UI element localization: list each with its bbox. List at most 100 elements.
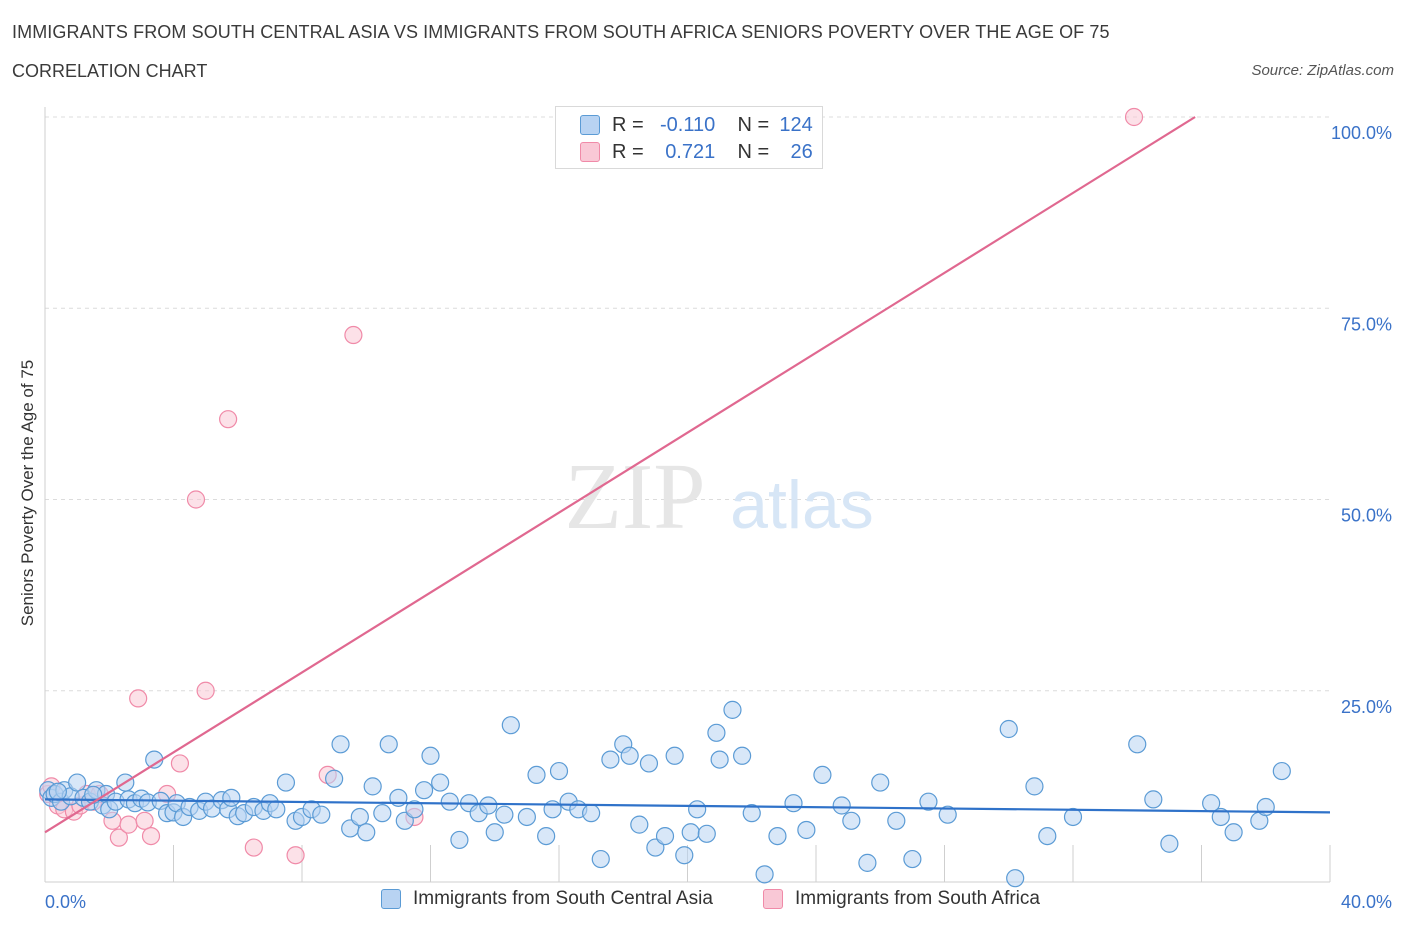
data-point <box>537 826 556 846</box>
data-point <box>286 846 305 865</box>
data-point <box>1224 823 1243 842</box>
trend-lines <box>44 116 1331 834</box>
trend-line-south-central-asia <box>44 798 1331 814</box>
data-point <box>784 794 803 813</box>
data-point <box>688 800 707 819</box>
data-point <box>871 773 890 792</box>
legend-r-value: -0.110 <box>660 113 716 136</box>
data-point <box>549 761 569 781</box>
data-point <box>1256 797 1275 817</box>
data-point <box>639 754 659 773</box>
legend-r-label: R = <box>612 140 644 163</box>
y-tick-label: 25.0% <box>1341 697 1392 717</box>
legend-r-value: 0.721 <box>665 140 716 163</box>
data-point <box>363 777 382 796</box>
data-point <box>431 773 450 792</box>
data-point <box>1144 790 1163 809</box>
watermark: ZIP atlas <box>565 445 874 549</box>
bottom-legend-swatch-pink <box>763 889 783 909</box>
data-point <box>141 826 161 846</box>
data-point <box>903 849 922 869</box>
data-point <box>620 746 639 765</box>
data-point <box>1160 834 1179 853</box>
y-axis-label: Seniors Poverty Over the Age of 75 <box>18 359 37 627</box>
data-point <box>68 773 87 792</box>
data-point <box>858 853 877 872</box>
data-point <box>325 769 344 788</box>
source-credit: Source: ZipAtlas.com <box>1251 62 1394 79</box>
legend-swatch-pink <box>580 142 600 162</box>
data-point <box>405 800 424 819</box>
chart-subtitle: CORRELATION CHART <box>12 61 208 81</box>
data-point <box>742 804 761 823</box>
legend-n-value: 26 <box>790 140 813 163</box>
data-point <box>723 700 742 719</box>
data-point <box>675 846 694 865</box>
x-tick-label: 0.0% <box>45 892 86 912</box>
data-point <box>170 754 190 773</box>
legend-n-value: 124 <box>779 113 813 136</box>
legend-row-south-africa: R = 0.721 N = 26 <box>580 139 813 165</box>
data-point <box>1038 826 1057 846</box>
data-point <box>710 750 729 769</box>
y-tick-label: 75.0% <box>1341 314 1392 334</box>
data-point <box>344 325 363 345</box>
data-point <box>222 788 241 807</box>
correlation-legend: R = -0.110 N = 124 R = 0.721 N = 26 <box>555 106 823 169</box>
data-point <box>135 811 154 830</box>
data-point <box>1063 807 1083 827</box>
data-point <box>379 735 398 754</box>
data-point <box>119 815 138 834</box>
data-point <box>582 804 601 823</box>
y-tick-label: 50.0% <box>1341 506 1392 526</box>
data-point <box>681 823 700 842</box>
data-point <box>591 849 610 869</box>
bottom-legend-south-central-asia: Immigrants from South Central Asia <box>381 888 713 910</box>
data-point <box>196 681 215 700</box>
data-point <box>832 796 851 815</box>
data-point <box>331 735 350 754</box>
data-point <box>1128 735 1147 754</box>
data-point <box>707 723 726 742</box>
data-point <box>655 826 675 846</box>
data-point <box>219 410 238 429</box>
bottom-legend-label-pink: Immigrants from South Africa <box>795 888 1040 909</box>
legend-n-label: N = <box>737 113 770 136</box>
data-point <box>768 826 787 846</box>
data-point <box>495 805 514 824</box>
data-point <box>267 800 286 819</box>
data-point <box>129 689 148 708</box>
data-point <box>276 773 296 792</box>
axes <box>44 107 1331 883</box>
data-point <box>1124 107 1144 127</box>
data-point <box>1006 869 1025 888</box>
legend-row-south-central-asia: R = -0.110 N = 124 <box>580 112 813 138</box>
data-point <box>919 792 938 811</box>
data-point <box>517 807 536 827</box>
data-point <box>440 792 459 811</box>
data-point <box>813 765 832 785</box>
data-point <box>421 746 440 765</box>
legend-r-label: R = <box>612 113 644 136</box>
y-tick-label: 100.0% <box>1331 123 1392 143</box>
legend-n-label: N = <box>737 140 770 163</box>
data-point <box>501 716 520 735</box>
bottom-legend-south-africa: Immigrants from South Africa <box>763 888 1040 910</box>
data-point <box>373 804 392 823</box>
data-point <box>999 719 1018 739</box>
data-point <box>755 865 774 884</box>
data-point <box>357 823 376 842</box>
data-point <box>350 807 369 827</box>
watermark-atlas: atlas <box>730 467 874 543</box>
data-point <box>485 823 504 842</box>
data-point <box>479 796 498 815</box>
watermark-zip: ZIP <box>565 445 706 549</box>
data-point <box>312 805 331 824</box>
x-tick-label: 40.0% <box>1341 892 1392 912</box>
data-point <box>733 746 752 765</box>
trend-line-south-africa <box>44 116 1196 834</box>
data-point <box>842 811 861 830</box>
data-point <box>527 765 546 785</box>
data-point <box>665 746 684 765</box>
